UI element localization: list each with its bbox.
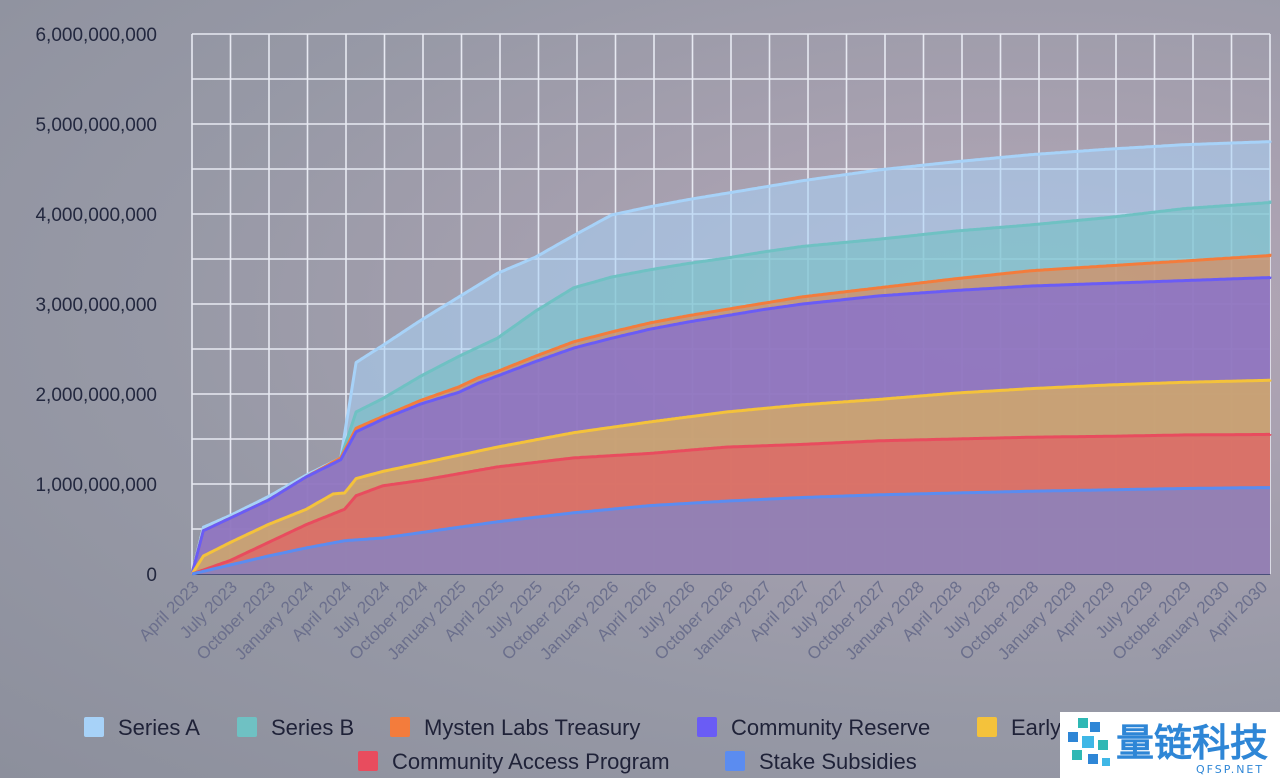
legend-swatch (390, 717, 410, 737)
line-community-access-program (191, 432, 1272, 576)
line-series-a (190, 139, 1272, 575)
area-stake-subsidies (192, 487, 1270, 574)
y-axis-ticks: 0 1,000,000,000 2,000,000,000 3,000,000,000… (35, 25, 157, 586)
legend-item[interactable]: Mysten Labs Treasury (390, 715, 640, 740)
legend-item[interactable]: Community Access Program (358, 749, 670, 774)
line-early-contributors (190, 378, 1272, 575)
legend-swatch (725, 751, 745, 771)
legend-swatch (697, 717, 717, 737)
legend-label: Stake Subsidies (759, 749, 917, 774)
legend-swatch (358, 751, 378, 771)
watermark-text: 量链科技 (1116, 721, 1268, 765)
legend-swatch (84, 717, 104, 737)
y-tick-label: 2,000,000,000 (35, 385, 157, 406)
watermark-icon (1068, 718, 1110, 766)
y-tick-label: 4,000,000,000 (35, 205, 157, 226)
series-lines (190, 139, 1272, 576)
line-series-b (190, 199, 1272, 575)
legend-label: Series A (118, 715, 200, 740)
y-tick-label: 3,000,000,000 (35, 295, 157, 316)
legend-item[interactable]: Stake Subsidies (725, 749, 917, 774)
y-tick-label: 1,000,000,000 (35, 475, 157, 496)
watermark-logo: 量链科技 QFSP.NET (1060, 712, 1280, 778)
legend-item[interactable]: Series A (84, 715, 200, 740)
legend-label: Community Reserve (731, 715, 930, 740)
line-community-reserve (190, 275, 1272, 575)
y-tick-label: 6,000,000,000 (35, 25, 157, 46)
legend-item[interactable]: Series B (237, 715, 354, 740)
y-tick-label: 5,000,000,000 (35, 115, 157, 136)
legend: Series A Series B Mysten Labs Treasury Comm… (84, 715, 1187, 774)
legend-swatch (237, 717, 257, 737)
legend-label: Series B (271, 715, 354, 740)
legend-label: Community Access Program (392, 749, 670, 774)
watermark-subtext: QFSP.NET (1196, 763, 1264, 776)
legend-item[interactable]: Community Reserve (697, 715, 930, 740)
line-stake-subsidies (191, 486, 1270, 576)
legend-swatch (977, 717, 997, 737)
series-areas (192, 140, 1270, 574)
y-tick-label: 0 (146, 565, 157, 586)
line-mysten-labs-treasury (190, 252, 1272, 575)
legend-label: Mysten Labs Treasury (424, 715, 640, 740)
